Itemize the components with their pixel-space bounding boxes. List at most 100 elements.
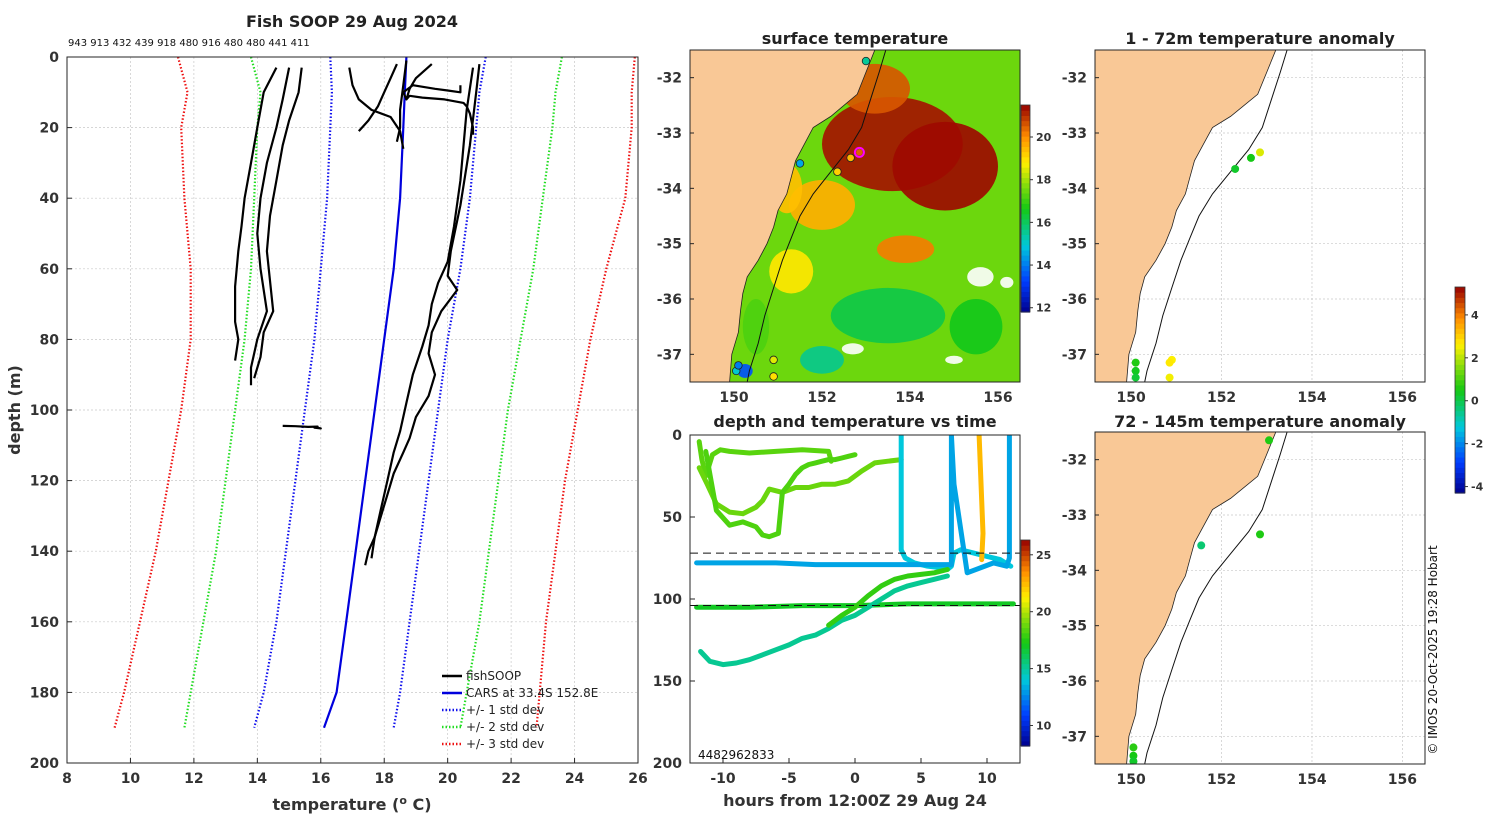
fishsoop-profile-line: [249, 67, 291, 386]
anomaly-colorbar-swatch: [1455, 487, 1465, 494]
surface-colorbar-swatch: [1021, 156, 1030, 163]
profile-y-tick-label: 180: [30, 685, 59, 701]
surface-colorbar-swatch: [1021, 136, 1030, 142]
timedepth-colorbar-tick-label: 15: [1036, 663, 1051, 676]
timedepth-content: [690, 435, 1020, 668]
anomaly-colorbar-swatch: [1455, 395, 1465, 401]
anom2-anomaly-point: [1265, 436, 1274, 445]
anomaly-colorbar-swatch: [1455, 302, 1465, 309]
timedepth-colorbar-swatch: [1021, 570, 1030, 577]
anomaly-colorbar-tick-label: -4: [1471, 481, 1484, 494]
sst-feature: [742, 299, 770, 355]
profile-x-tick-label: 22: [501, 771, 520, 787]
surface-map-ticks: 150 152 154 156 -32 -33 -34 -35 -36 -37: [657, 71, 1013, 406]
timedepth-x-tick-label: -5: [781, 771, 797, 787]
timedepth-colorbar-swatch: [1021, 725, 1030, 732]
anom2-content: [1095, 432, 1425, 764]
station-marker: [734, 361, 743, 370]
surface-colorbar-swatch: [1021, 151, 1030, 158]
profile-lines: [113, 56, 636, 729]
timedepth-colorbar-swatch: [1021, 699, 1030, 706]
anom1-anomaly-point: [1131, 366, 1140, 375]
surface-colorbar-swatch: [1021, 115, 1030, 122]
profile-x-tick-label: 10: [121, 771, 141, 787]
profile-y-label: depth (m): [5, 365, 24, 455]
cars-climatology-line: [322, 56, 408, 729]
anomaly-colorbar-swatch: [1455, 297, 1465, 304]
legend-label: fishSOOP: [466, 669, 521, 683]
surface-colorbar-swatch: [1021, 244, 1030, 251]
anomaly-colorbar-swatch: [1455, 353, 1465, 360]
anom2-frame: [1094, 431, 1426, 765]
anom1-x-tick-label: 156: [1388, 390, 1417, 406]
surface-x-tick-label: 150: [719, 390, 748, 406]
legend-label: +/- 3 std dev: [466, 737, 544, 751]
anomaly-colorbar-swatch: [1455, 379, 1465, 386]
profile-x-tick-label: 14: [248, 771, 268, 787]
anomaly-colorbar-swatch: [1455, 467, 1465, 473]
timedepth-colorbar-swatch: [1021, 576, 1030, 582]
anom1-y-tick-label: -33: [1062, 126, 1087, 142]
fishsoop-profile-line: [402, 63, 462, 101]
fishsoop-profile-line: [395, 60, 408, 142]
anomaly-colorbar-swatch: [1455, 312, 1465, 319]
profile-y-tick-label: 40: [40, 191, 60, 207]
cloud-gap: [967, 267, 994, 287]
timedepth-colorbar-tick-label: 25: [1036, 549, 1051, 562]
anom1-anomaly-point: [1231, 164, 1240, 173]
timedepth-colorbar-swatch: [1021, 545, 1030, 551]
surface-colorbar-swatch: [1021, 120, 1030, 127]
anomaly-colorbar-swatch: [1455, 436, 1465, 443]
surface-colorbar-swatch: [1021, 167, 1030, 173]
timedepth-colorbar-swatch: [1021, 689, 1030, 696]
anom1-land-mass: [1095, 50, 1277, 382]
surface-map-title: surface temperature: [762, 29, 949, 48]
anomaly-colorbar-swatch: [1455, 446, 1465, 453]
anomaly-colorbar-swatch: [1455, 431, 1465, 437]
anomaly-colorbar-swatch: [1455, 405, 1465, 412]
anom2-y-tick-label: -33: [1062, 508, 1087, 524]
timedepth-colorbar-swatch: [1021, 694, 1030, 701]
anom1-anomaly-point: [1165, 373, 1174, 382]
surface-colorbar-swatch: [1021, 286, 1030, 292]
anomaly-colorbar-swatch: [1455, 374, 1465, 381]
surface-colorbar-swatch: [1021, 130, 1030, 137]
surface-colorbar-swatch: [1021, 260, 1030, 267]
anom1-anomaly-point: [1246, 153, 1255, 162]
anomaly-colorbar-swatch: [1455, 472, 1465, 479]
timedepth-colorbar-tick-label: 20: [1036, 606, 1052, 619]
surface-temperature-field: [690, 50, 1020, 382]
surface-colorbar: 12 14 16 18 20: [1020, 104, 1052, 315]
timedepth-colorbar-swatch: [1021, 637, 1030, 644]
timedepth-track: [976, 435, 986, 563]
profile-y-tick-label: 140: [30, 544, 59, 560]
anom1-anomaly-point: [1256, 148, 1264, 157]
surface-colorbar-tick-label: 14: [1036, 259, 1052, 272]
land-mass: [690, 50, 876, 382]
surface-colorbar-tick-label: 18: [1036, 174, 1051, 187]
anom1-anomaly-point: [1131, 358, 1140, 367]
timedepth-colorbar-swatch: [1021, 679, 1030, 685]
anomaly-colorbar-swatch: [1455, 287, 1465, 293]
surface-colorbar-swatch: [1021, 146, 1030, 153]
anom2-y-tick-label: -32: [1062, 453, 1087, 469]
surface-y-tick-label: -34: [657, 181, 683, 197]
anom1-x-tick-label: 154: [1297, 390, 1326, 406]
timedepth-colorbar-swatch: [1021, 740, 1030, 747]
surface-map: [689, 49, 1021, 383]
profile-x-tick-label: 24: [565, 771, 585, 787]
anom2-anomaly-point: [1129, 751, 1138, 760]
timedepth-colorbar-swatch: [1021, 663, 1030, 670]
surface-colorbar-swatch: [1021, 255, 1030, 261]
timedepth-colorbar-swatch: [1021, 540, 1030, 546]
legend-label: +/- 1 std dev: [466, 703, 544, 717]
surface-colorbar-swatch: [1021, 239, 1030, 246]
std-dev-line: [113, 56, 192, 728]
timedepth-colorbar-frame: [1020, 539, 1031, 747]
timedepth-colorbar-swatch: [1021, 730, 1030, 737]
fishsoop-profile-line: [253, 67, 303, 379]
surface-y-tick-label: -35: [657, 237, 682, 253]
surface-colorbar-swatch: [1021, 275, 1030, 282]
timedepth-colorbar-swatch: [1021, 581, 1030, 587]
anomaly-deep-map: 150 152 154 156 -32 -33 -34 -35 -36 -37: [1062, 431, 1426, 788]
